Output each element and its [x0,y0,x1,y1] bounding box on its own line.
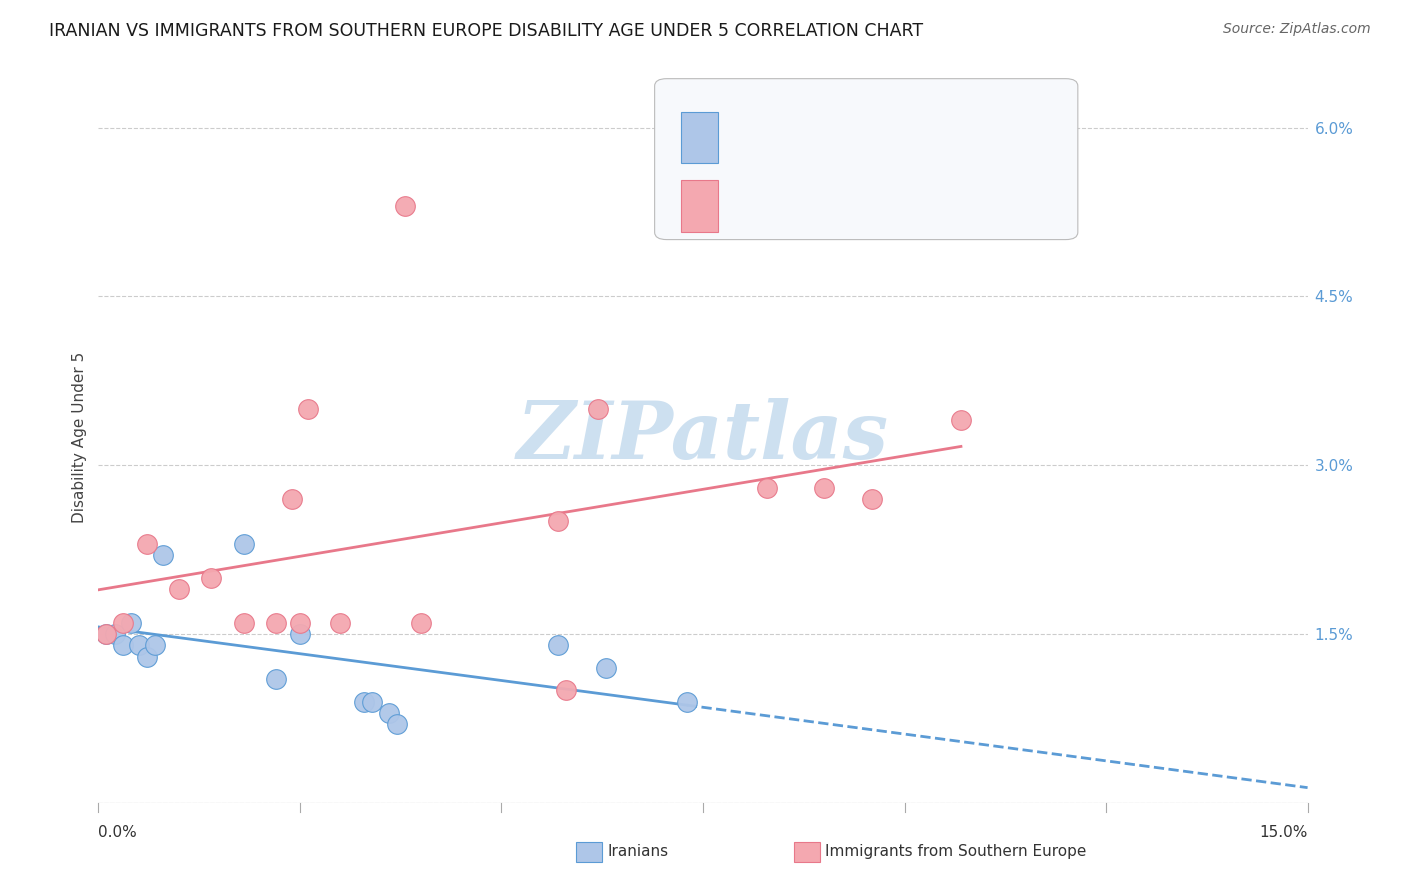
Point [586,401,609,416]
Text: Source: ZipAtlas.com: Source: ZipAtlas.com [1223,22,1371,37]
Text: R =: R = [734,128,772,146]
Text: Immigrants from Southern Europe: Immigrants from Southern Europe [825,845,1087,859]
Point [264,615,287,630]
Point [281,491,304,506]
Text: R =: R = [734,197,772,215]
Point [120,615,142,630]
Point [949,413,972,427]
Point [297,401,319,416]
Point [409,615,432,630]
Point [135,649,157,664]
Point [394,199,416,213]
Text: 20: 20 [952,197,977,215]
Point [385,717,408,731]
Point [860,491,883,506]
Text: 18: 18 [952,128,977,146]
Point [595,661,617,675]
Y-axis label: Disability Age Under 5: Disability Age Under 5 [72,351,87,523]
Text: ZIPatlas: ZIPatlas [517,399,889,475]
Point [756,481,779,495]
Point [377,706,399,720]
Point [288,615,311,630]
Bar [682,180,717,232]
Point [103,627,125,641]
Point [547,515,569,529]
Point [555,683,578,698]
Point [329,615,352,630]
Bar [682,112,717,162]
Point [128,638,150,652]
Point [135,537,157,551]
Point [232,537,254,551]
FancyBboxPatch shape [655,78,1078,240]
Point [676,694,699,708]
Text: Iranians: Iranians [607,845,668,859]
Point [152,548,174,562]
Point [167,582,190,596]
Point [200,571,222,585]
Text: 0.259: 0.259 [787,197,845,215]
Text: -0.170: -0.170 [787,128,852,146]
Point [264,672,287,686]
Point [143,638,166,652]
Text: N =: N = [894,197,934,215]
Point [547,638,569,652]
Point [232,615,254,630]
Text: 15.0%: 15.0% [1260,825,1308,840]
Point [96,627,118,641]
Text: IRANIAN VS IMMIGRANTS FROM SOUTHERN EUROPE DISABILITY AGE UNDER 5 CORRELATION CH: IRANIAN VS IMMIGRANTS FROM SOUTHERN EURO… [49,22,924,40]
Text: N =: N = [894,128,934,146]
Point [361,694,384,708]
Text: 0.0%: 0.0% [98,825,138,840]
Point [288,627,311,641]
Point [96,627,118,641]
Point [111,638,134,652]
Point [813,481,835,495]
Point [111,615,134,630]
Point [353,694,375,708]
